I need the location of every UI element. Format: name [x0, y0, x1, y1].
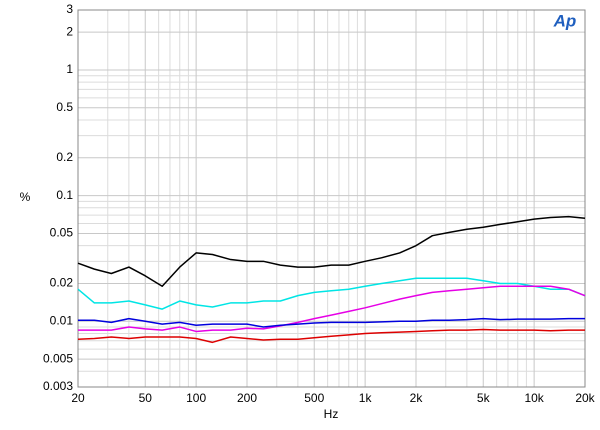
- x-axis-label: Hz: [324, 407, 339, 421]
- y-tick-label: 0.01: [50, 313, 74, 327]
- y-tick-label: 0.5: [56, 100, 73, 114]
- y-tick-label: 0.005: [43, 351, 73, 365]
- series-line: [78, 285, 586, 333]
- y-tick-label: 3: [66, 2, 73, 16]
- y-tick-label: 0.1: [56, 188, 73, 202]
- series-line: [78, 317, 585, 328]
- y-tick-label: 0.02: [50, 276, 74, 290]
- x-tick-label: 10k: [524, 391, 544, 405]
- series-line: [77, 328, 585, 344]
- y-axis-label: %: [20, 190, 31, 204]
- x-tick-label: 1k: [359, 391, 373, 405]
- plot-frame: [77, 9, 586, 388]
- y-tick-label: 1: [66, 62, 73, 76]
- y-tick-label: 2: [66, 24, 73, 38]
- x-tick-label: 20: [71, 391, 85, 405]
- y-tick-label: 0.003: [43, 379, 73, 393]
- x-tick-label: 200: [237, 391, 257, 405]
- x-tick-label: 500: [304, 391, 324, 405]
- x-tick-label: 5k: [477, 391, 491, 405]
- x-tick-label: 50: [139, 391, 153, 405]
- series-line: [77, 215, 586, 288]
- logo: Ap: [553, 11, 577, 30]
- x-tick-label: 100: [186, 391, 206, 405]
- x-tick-label: 20k: [575, 391, 595, 405]
- y-tick-label: 0.2: [56, 150, 73, 164]
- series-line: [77, 277, 586, 310]
- y-tick-label: 0.05: [50, 226, 74, 240]
- x-tick-label: 2k: [410, 391, 424, 405]
